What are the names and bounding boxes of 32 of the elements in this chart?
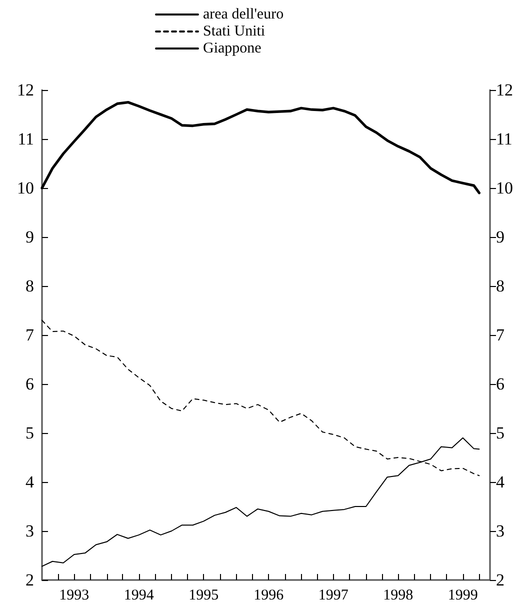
x-tick-label: 1994 bbox=[124, 588, 154, 604]
y-tick-label: 5 bbox=[26, 424, 34, 442]
y2-tick-label: 12 bbox=[496, 80, 513, 100]
y2-tick-label: 3 bbox=[496, 522, 504, 540]
x-tick-label: 1997 bbox=[318, 588, 349, 604]
x-tick-label: 1993 bbox=[59, 588, 90, 604]
x-tick-label: 1999 bbox=[448, 588, 478, 604]
y2-tick-label: 2 bbox=[496, 570, 504, 590]
legend-label: area dell'euro bbox=[203, 6, 284, 22]
y2-tick-label: 8 bbox=[496, 276, 504, 296]
y2-tick-label: 11 bbox=[496, 130, 512, 148]
x-tick-label: 1996 bbox=[254, 588, 284, 604]
y-tick-label: 11 bbox=[18, 130, 34, 148]
y-tick-label: 9 bbox=[26, 228, 34, 246]
y-tick-label: 8 bbox=[26, 276, 34, 296]
y2-tick-label: 4 bbox=[496, 472, 505, 492]
y2-tick-label: 9 bbox=[496, 228, 504, 246]
y-tick-label: 2 bbox=[26, 570, 34, 590]
x-tick-label: 1995 bbox=[188, 588, 219, 604]
y2-tick-label: 7 bbox=[496, 326, 505, 344]
y-tick-label: 12 bbox=[17, 80, 34, 100]
y2-tick-label: 6 bbox=[496, 374, 504, 394]
legend-label: Giappone bbox=[203, 40, 262, 56]
y-tick-label: 6 bbox=[26, 374, 34, 394]
y-tick-label: 7 bbox=[26, 326, 34, 344]
legend-label: Stati Uniti bbox=[203, 24, 266, 40]
y2-tick-label: 10 bbox=[496, 178, 513, 198]
y-tick-label: 3 bbox=[26, 522, 34, 540]
x-tick-label: 1998 bbox=[383, 588, 414, 604]
y2-tick-label: 5 bbox=[496, 424, 504, 442]
y-tick-label: 4 bbox=[26, 472, 34, 492]
y-tick-label: 10 bbox=[17, 178, 34, 198]
